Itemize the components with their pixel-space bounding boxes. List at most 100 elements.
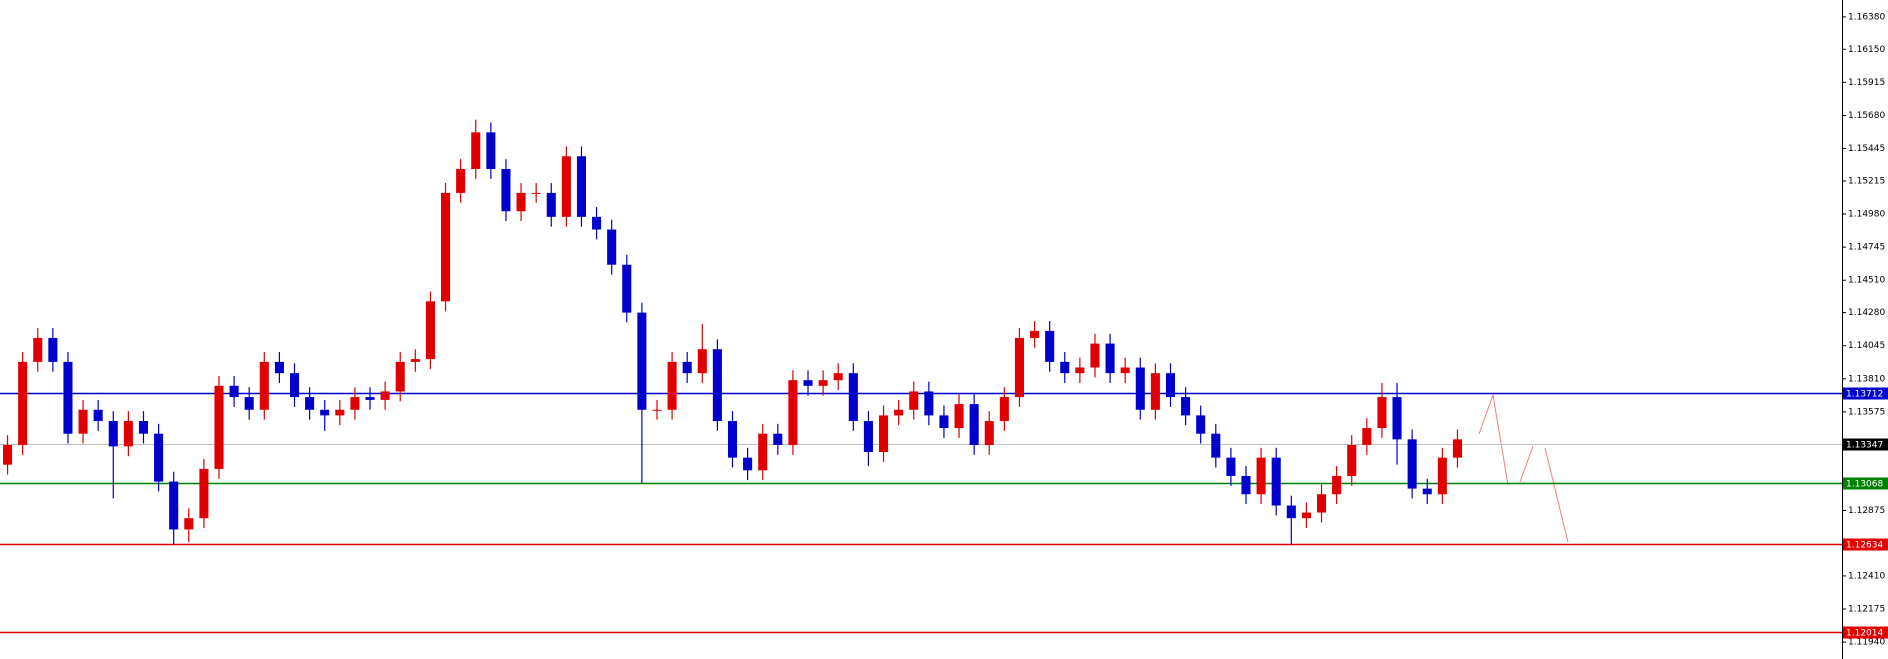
y-tick-label: 1.13810 bbox=[1848, 374, 1885, 384]
y-tick-label: 1.11940 bbox=[1848, 638, 1885, 648]
candle-body bbox=[1316, 494, 1327, 513]
candle-body bbox=[879, 415, 889, 453]
candle-body bbox=[1150, 373, 1160, 410]
candle-body bbox=[969, 404, 979, 445]
level-label-box bbox=[1843, 438, 1888, 451]
candle-body bbox=[63, 361, 73, 434]
candles bbox=[3, 119, 1462, 545]
candle-body bbox=[1075, 367, 1085, 374]
candle-body bbox=[1196, 415, 1206, 434]
level-label: 1.13068 bbox=[1846, 480, 1883, 490]
y-tick-label: 1.15445 bbox=[1848, 144, 1885, 154]
candle-body bbox=[335, 409, 345, 416]
y-tick-label: 1.14280 bbox=[1848, 308, 1885, 318]
candle-body bbox=[924, 391, 934, 416]
y-tick-label: 1.14745 bbox=[1848, 243, 1885, 253]
candle-body bbox=[395, 361, 405, 392]
candle-body bbox=[818, 380, 828, 386]
candle-body bbox=[184, 518, 194, 530]
y-tick-label: 1.16380 bbox=[1848, 12, 1885, 22]
level-label-box bbox=[1843, 538, 1888, 551]
candle-body bbox=[1332, 475, 1342, 495]
candle-body bbox=[1045, 330, 1055, 362]
candle-body bbox=[894, 409, 904, 416]
y-tick-label: 1.12875 bbox=[1848, 506, 1885, 516]
candle-body bbox=[607, 229, 617, 265]
candle-body bbox=[863, 421, 873, 453]
candle-body bbox=[984, 421, 994, 445]
candle-body bbox=[1090, 343, 1100, 368]
candle-body bbox=[773, 433, 783, 445]
candle-body bbox=[1135, 367, 1145, 410]
candle-body bbox=[622, 264, 632, 313]
y-tick-label: 1.14980 bbox=[1848, 210, 1885, 220]
candle-body bbox=[48, 337, 58, 362]
candle-body bbox=[123, 421, 133, 447]
candle-body bbox=[1241, 475, 1251, 495]
candle-body bbox=[1347, 444, 1357, 476]
candle-body bbox=[425, 301, 435, 360]
candle-body bbox=[1211, 433, 1221, 458]
y-tick-label: 1.15215 bbox=[1848, 176, 1885, 186]
candle-body bbox=[1014, 337, 1024, 398]
candle-body bbox=[1407, 439, 1417, 489]
candle-body bbox=[274, 361, 284, 374]
candle-body bbox=[169, 481, 179, 530]
level-label: 1.12634 bbox=[1846, 541, 1883, 551]
candle-body bbox=[848, 373, 858, 422]
candle-body bbox=[471, 132, 481, 169]
candle-body bbox=[229, 385, 239, 398]
candle-body bbox=[546, 192, 556, 217]
candle-body bbox=[1301, 512, 1311, 519]
level-label: 1.13712 bbox=[1846, 390, 1883, 400]
projection-line bbox=[1544, 447, 1569, 543]
candle-body bbox=[1286, 505, 1296, 519]
candle-body bbox=[441, 192, 451, 302]
candle-body bbox=[3, 444, 13, 465]
candle-body bbox=[909, 391, 919, 410]
projection bbox=[1478, 393, 1569, 543]
level-label-box bbox=[1843, 477, 1888, 490]
candle-body bbox=[365, 397, 375, 400]
candle-body bbox=[743, 457, 753, 471]
y-tick-label: 1.16150 bbox=[1848, 45, 1885, 55]
candle-body bbox=[486, 132, 496, 169]
candle-body bbox=[561, 156, 571, 217]
candle-body bbox=[154, 433, 164, 482]
y-tick-label: 1.13575 bbox=[1848, 407, 1885, 417]
candle-body bbox=[18, 361, 28, 445]
y-tick-label: 1.12410 bbox=[1848, 571, 1885, 581]
candle-body bbox=[199, 468, 209, 519]
candle-body bbox=[1256, 457, 1266, 495]
candle-body bbox=[652, 409, 662, 411]
candle-body bbox=[108, 421, 118, 447]
candle-body bbox=[244, 397, 254, 410]
candle-body bbox=[637, 312, 647, 410]
candle-body bbox=[999, 397, 1009, 422]
candle-body bbox=[259, 361, 269, 410]
candle-body bbox=[682, 361, 692, 374]
candle-body bbox=[1030, 330, 1040, 338]
candle-body bbox=[1422, 488, 1432, 495]
candle-body bbox=[320, 409, 330, 416]
candle-body bbox=[1437, 457, 1447, 495]
candle-body bbox=[1181, 397, 1191, 416]
candle-body bbox=[456, 168, 466, 193]
candle-body bbox=[1377, 397, 1387, 429]
candle-body bbox=[78, 409, 88, 434]
candle-body bbox=[1060, 361, 1070, 374]
candle-body bbox=[1105, 343, 1115, 374]
level-label-box bbox=[1843, 626, 1888, 639]
candle-body bbox=[1452, 439, 1462, 458]
candle-body bbox=[788, 380, 798, 445]
candle-body bbox=[410, 359, 420, 362]
candle-body bbox=[833, 373, 843, 381]
candle-body bbox=[93, 409, 103, 422]
candle-body bbox=[1120, 367, 1130, 374]
candle-body bbox=[667, 361, 677, 410]
candle-body bbox=[289, 373, 300, 398]
candle-body bbox=[214, 385, 224, 469]
